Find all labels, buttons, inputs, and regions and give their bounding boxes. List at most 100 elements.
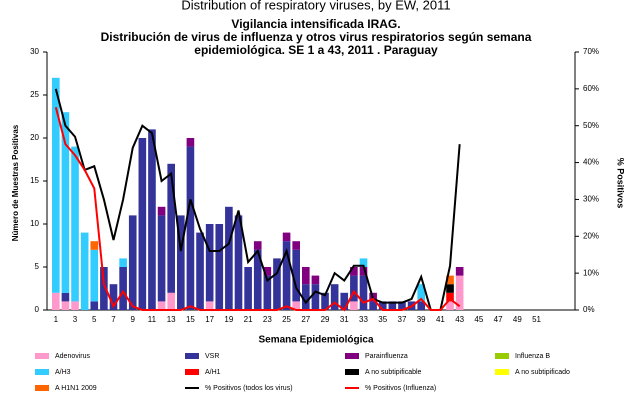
bar (52, 77, 60, 293)
bar (282, 241, 291, 310)
bar (119, 267, 127, 310)
x-tick-label: 9 (131, 315, 136, 324)
bar (446, 284, 454, 293)
x-tick-label: 37 (398, 315, 407, 324)
bar (446, 292, 454, 302)
bar (100, 267, 108, 310)
bar (253, 249, 262, 310)
bar (205, 224, 214, 302)
bar (157, 301, 166, 310)
bar (302, 267, 310, 285)
bar (177, 215, 185, 310)
legend-swatch (495, 369, 509, 375)
bar (253, 241, 262, 250)
x-tick-label: 3 (73, 315, 78, 324)
bar (282, 232, 291, 242)
bar (186, 146, 195, 310)
legend-label: Adenovirus (55, 353, 91, 360)
x-tick-label: 49 (513, 315, 522, 324)
legend-swatch (345, 369, 359, 375)
legend-label: VSR (205, 353, 219, 360)
bar (398, 301, 406, 310)
bar (71, 146, 79, 302)
legend-label: A no subtipificado (515, 369, 570, 376)
y2-tick-label: 0% (583, 305, 595, 314)
x-tick-label: 27 (301, 315, 310, 324)
x-tick-label: 45 (474, 315, 483, 324)
bar (167, 292, 175, 310)
bar (61, 112, 70, 293)
legend-label: A/H1 (205, 369, 221, 376)
bar (52, 292, 60, 310)
bar (234, 215, 243, 310)
legend-swatch (495, 353, 509, 359)
x-tick-label: 29 (321, 315, 330, 324)
bar (359, 267, 368, 276)
bar (292, 249, 300, 302)
x-tick-label: 13 (167, 315, 176, 324)
bar (350, 267, 358, 276)
legend-swatch (185, 353, 199, 359)
bar (388, 301, 397, 310)
bar (455, 267, 464, 276)
y-tick-label: 20 (30, 133, 39, 142)
bar (273, 258, 281, 310)
bar (167, 163, 175, 293)
chart-title: Distribución de virus de influenza y otr… (101, 30, 532, 44)
y-axis-title: Número de Muestras Positivas (11, 124, 20, 241)
legend-label: Influenza B (515, 353, 550, 360)
x-tick-label: 25 (282, 315, 291, 324)
legend-swatch (35, 385, 49, 391)
bar (196, 232, 204, 310)
y-tick-label: 0 (35, 305, 40, 314)
bar (350, 301, 358, 310)
bar (61, 301, 70, 310)
line (54, 107, 461, 312)
x-tick-label: 23 (263, 315, 272, 324)
bar (90, 241, 99, 250)
x-tick-label: 19 (224, 315, 233, 324)
y2-tick-label: 70% (583, 47, 599, 56)
bar (311, 275, 320, 285)
legend-swatch (35, 369, 49, 375)
y-tick-label: 25 (30, 90, 39, 99)
x-tick-label: 41 (436, 315, 445, 324)
legend-label: Parainfluenza (365, 353, 408, 360)
y2-tick-label: 40% (583, 158, 599, 167)
x-tick-label: 11 (148, 315, 157, 324)
bar (263, 275, 272, 310)
bar (330, 284, 339, 310)
bar (205, 301, 214, 310)
y-tick-label: 15 (30, 176, 39, 185)
x-tick-label: 31 (340, 315, 349, 324)
legend-swatch (345, 353, 359, 359)
bar (417, 284, 425, 302)
page-title: Distribution of respiratory viruses, by … (181, 0, 450, 12)
bar (311, 284, 320, 310)
bar (244, 267, 252, 310)
bar (446, 301, 454, 310)
bar (90, 301, 99, 310)
x-tick-label: 7 (111, 315, 116, 324)
bar (80, 232, 89, 310)
bar (417, 301, 425, 310)
legend-label: % Positivos (todos los virus) (205, 385, 293, 392)
bar (225, 206, 233, 310)
bar (148, 129, 156, 310)
y2-axis-title: % Positivos (616, 158, 626, 209)
bar (292, 301, 300, 310)
bar (340, 292, 349, 310)
bar (138, 138, 147, 310)
y2-tick-label: 20% (583, 231, 599, 240)
bar (378, 301, 387, 310)
x-tick-label: 21 (244, 315, 253, 324)
chart-title: Vigilancia intensificada IRAG. (231, 17, 400, 31)
bar (263, 267, 272, 276)
y2-tick-label: 50% (583, 121, 599, 130)
legend-label: A/H3 (55, 369, 71, 376)
bar (90, 249, 99, 302)
legend-label: % Positivos (Influenza) (365, 385, 436, 392)
bar (359, 258, 368, 267)
y2-tick-label: 10% (583, 268, 599, 277)
